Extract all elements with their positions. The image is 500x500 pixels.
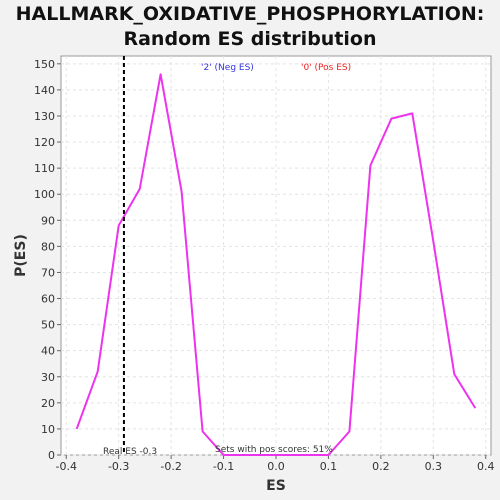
x-tick-label: 0.0 — [267, 460, 285, 473]
chart-title-line-1: HALLMARK_OXIDATIVE_PHOSPHORYLATION: — [15, 3, 485, 25]
y-tick-label: 110 — [34, 162, 55, 175]
y-tick-label: 10 — [41, 423, 55, 436]
real-es-label: Real ES -0.3 — [103, 447, 157, 457]
pos-es-label: '0' (Pos ES) — [301, 63, 351, 73]
x-tick-label: -0.2 — [160, 460, 181, 473]
grid-layer — [61, 56, 491, 456]
y-tick-label: 40 — [41, 345, 55, 358]
chart-title-line-2: Random ES distribution — [123, 28, 377, 50]
x-tick-label: -0.3 — [108, 460, 129, 473]
tick-layer: -0.4 -0.3 -0.2 -0.1 0.0 0.1 0.2 0.3 0.4 0 10 20 30 40… — [34, 58, 495, 473]
y-tick-label: 80 — [41, 240, 55, 253]
y-axis-title: P(ES) — [13, 234, 29, 277]
series-layer — [75, 73, 477, 456]
x-tick-label: 0.3 — [425, 460, 443, 473]
y-tick-label: 20 — [41, 397, 55, 410]
y-tick-label: 50 — [41, 319, 55, 332]
y-tick-label: 30 — [41, 371, 55, 384]
x-tick-label: 0.2 — [372, 460, 390, 473]
x-tick-label: 0.4 — [477, 460, 495, 473]
y-tick-label: 100 — [34, 188, 55, 201]
es-distribution-line — [75, 73, 477, 456]
y-tick-label: 60 — [41, 293, 55, 306]
x-tick-label: -0.1 — [213, 460, 234, 473]
y-tick-label: 140 — [34, 84, 55, 97]
chart-title: HALLMARK_OXIDATIVE_PHOSPHORYLATION: Rand… — [0, 2, 500, 52]
x-tick-label: 0.1 — [320, 460, 338, 473]
y-tick-label: 150 — [34, 58, 55, 71]
neg-es-label: '2' (Neg ES) — [201, 63, 254, 73]
y-tick-label: 0 — [48, 449, 55, 462]
y-tick-label: 120 — [34, 136, 55, 149]
y-tick-label: 70 — [41, 266, 55, 279]
y-tick-label: 130 — [34, 110, 55, 123]
y-tick-label: 90 — [41, 214, 55, 227]
x-tick-label: -0.4 — [56, 460, 77, 473]
pos-scores-label: Sets with pos scores: 51% — [215, 445, 333, 455]
x-axis-title: ES — [266, 478, 286, 494]
